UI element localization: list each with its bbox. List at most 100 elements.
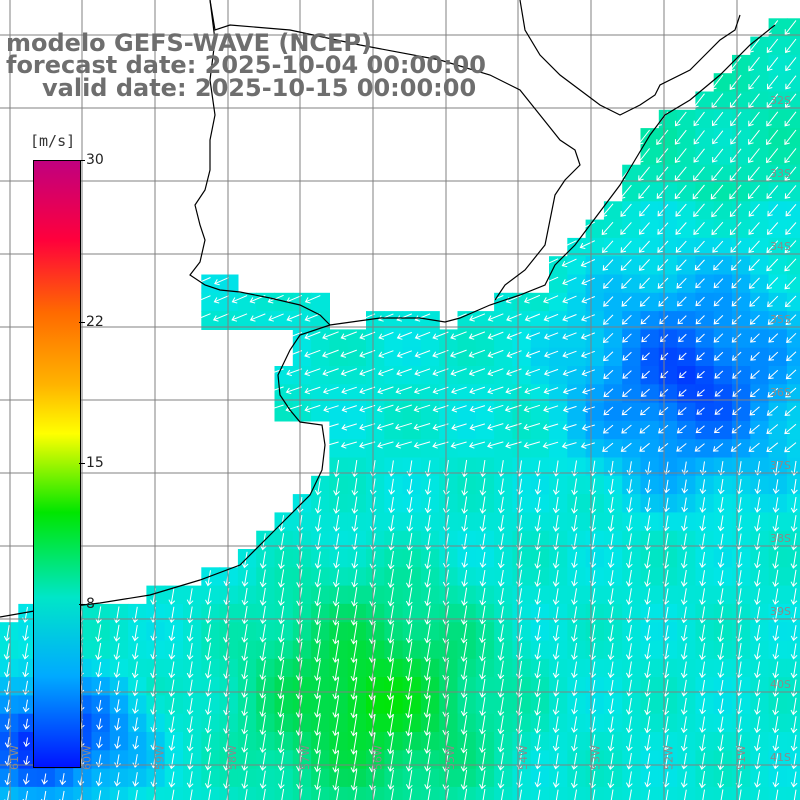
wind-speed-cell [622,439,642,459]
wind-speed-cell [768,366,788,385]
wind-vector-arrow [552,679,560,697]
wind-vector-arrow [713,259,724,271]
wind-vector-arrow [607,643,615,661]
wind-vector-arrow [3,661,11,678]
wind-vector-arrow [695,425,705,434]
wind-vector-arrow [639,203,650,217]
wind-speed-cell [347,640,367,660]
wind-speed-cell [439,786,459,800]
wind-vector-arrow [729,93,742,109]
wind-speed-cell [768,567,788,587]
wind-speed-cell [786,18,800,38]
wind-vector-arrow [504,422,522,431]
wind-speed-cell [713,274,733,294]
wind-speed-cell [530,439,550,459]
wind-speed-cell [201,640,221,660]
wind-vector-arrow [656,166,669,182]
wind-vector-arrow [304,368,321,377]
wind-vector-arrow [754,624,761,642]
wind-vector-arrow [747,184,760,200]
wind-speed-cell [475,494,495,513]
wind-vector-arrow [534,588,542,605]
wind-speed-cell [329,622,349,642]
wind-speed-cell [786,73,800,93]
wind-vector-arrow [534,569,542,588]
wind-vector-arrow [699,479,707,495]
wind-speed-cell [347,585,367,605]
wind-speed-cell [658,329,678,349]
wind-vector-arrow [213,295,229,304]
wind-vector-arrow [516,752,523,770]
wind-speed-cell [475,439,495,459]
wind-vector-arrow [244,789,248,800]
wind-vector-arrow [603,369,614,380]
wind-vector-arrow [461,515,469,532]
wind-vector-arrow [693,166,705,182]
wind-speed-cell [750,237,770,257]
wind-speed-cell [347,457,367,477]
wind-speed-cell [366,549,385,568]
wind-vector-arrow [450,349,467,358]
wind-vector-arrow [676,296,687,307]
wind-speed-cell [768,219,788,239]
wind-speed-cell [237,585,257,605]
wind-vector-arrow [351,515,359,532]
wind-vector-arrow [552,515,560,532]
wind-vector-arrow [784,20,797,35]
wind-speed-cell [713,164,733,184]
wind-vector-arrow [351,587,358,607]
wind-speed-cell [109,732,129,751]
wind-vector-arrow [610,789,614,800]
wind-vector-arrow [534,734,542,752]
wind-vector-arrow [350,695,358,719]
wind-speed-cell [567,622,587,642]
wind-speed-cell [768,786,788,800]
wind-speed-cell [585,750,605,770]
wind-vector-arrow [543,295,559,304]
wind-speed-cell [237,713,257,733]
wind-vector-arrow [793,789,797,800]
wind-vector-arrow [423,695,431,718]
wind-speed-cell [292,658,312,678]
wind-speed-cell [567,366,587,385]
wind-speed-cell [750,366,770,385]
wind-speed-cell [439,585,459,605]
wind-vector-arrow [332,604,340,626]
wind-speed-cell [549,420,568,440]
wind-vector-arrow [607,771,615,789]
wind-speed-cell [603,311,623,330]
wind-speed-cell [494,786,513,800]
wind-speed-cell [677,475,696,495]
wind-vector-arrow [479,587,487,606]
wind-vector-arrow [322,331,339,340]
wind-vector-arrow [785,57,797,72]
wind-speed-cell [603,366,623,385]
wind-speed-cell [640,366,660,385]
wind-vector-arrow [772,771,780,788]
wind-vector-arrow [519,789,522,800]
wind-speed-cell [457,603,477,623]
wind-vector-arrow [625,624,633,642]
wind-speed-cell [475,750,495,770]
wind-speed-cell [786,183,800,202]
wind-vector-arrow [620,222,632,235]
wind-speed-cell [750,219,770,239]
wind-speed-cell [439,475,459,495]
wind-vector-arrow [350,641,358,664]
wind-vector-arrow [267,386,284,395]
wind-vector-arrow [766,222,779,235]
wind-vector-arrow [589,624,596,643]
wind-speed-cell [420,732,440,751]
wind-vector-arrow [351,496,359,514]
wind-vector-arrow [323,405,339,413]
wind-vector-arrow [699,734,706,752]
wind-vector-arrow [699,716,706,733]
wind-speed-cell [732,292,751,312]
wind-speed-cell [768,475,788,495]
wind-vector-arrow [638,148,650,164]
wind-vector-arrow [95,642,102,661]
wind-vector-arrow [405,641,413,663]
wind-vector-arrow [571,588,578,606]
wind-vector-arrow [259,678,267,699]
